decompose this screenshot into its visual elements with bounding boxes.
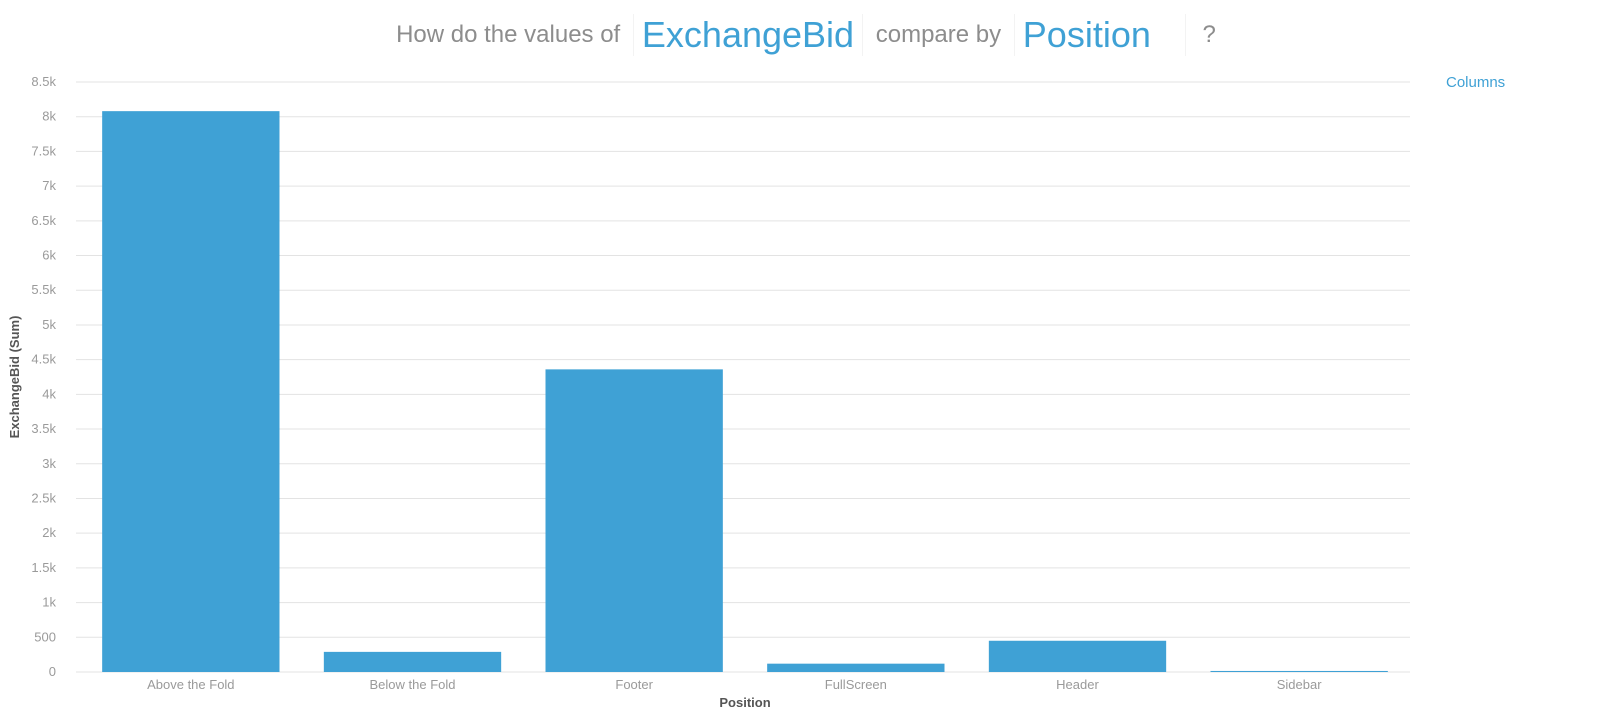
y-tick-label: 8.5k bbox=[31, 74, 56, 89]
x-tick-label: Below the Fold bbox=[370, 677, 456, 692]
y-tick-label: 7.5k bbox=[31, 143, 56, 158]
chart-question: How do the values of ExchangeBid compare… bbox=[0, 14, 1612, 56]
y-tick-label: 4k bbox=[42, 386, 56, 401]
bar[interactable] bbox=[1210, 670, 1388, 672]
bar[interactable] bbox=[988, 640, 1167, 672]
y-tick-label: 7k bbox=[42, 178, 56, 193]
dimension-selector[interactable]: Position bbox=[1013, 14, 1186, 56]
y-tick-label: 5.5k bbox=[31, 282, 56, 297]
x-tick-label: Header bbox=[1056, 677, 1099, 692]
y-tick-label: 6.5k bbox=[31, 213, 56, 228]
x-axis-ticks: Above the Fold Below the Fold Footer FullSc… bbox=[147, 677, 1322, 692]
x-tick-label: FullScreen bbox=[825, 677, 887, 692]
gridlines bbox=[76, 81, 1410, 673]
y-tick-label: 8k bbox=[42, 109, 56, 124]
y-tick-label: 3k bbox=[42, 456, 56, 471]
y-tick-label: 6k bbox=[42, 248, 56, 263]
y-tick-label: 5k bbox=[42, 317, 56, 332]
y-axis-ticks: 0 500 1k 1.5k 2k 2.5k 3k 3.5k 4k 4.5k 5k 5.5k 6k 6.5k… bbox=[31, 74, 56, 679]
x-tick-label: Above the Fold bbox=[147, 677, 234, 692]
y-tick-label: 1k bbox=[42, 595, 56, 610]
bar[interactable] bbox=[767, 663, 945, 672]
y-tick-label: 3.5k bbox=[31, 421, 56, 436]
question-suffix: ? bbox=[1202, 21, 1216, 48]
measure-selector[interactable]: ExchangeBid bbox=[632, 14, 864, 56]
x-tick-label: Footer bbox=[615, 677, 653, 692]
y-tick-label: 500 bbox=[34, 629, 56, 644]
y-tick-label: 0 bbox=[49, 664, 56, 679]
y-tick-label: 4.5k bbox=[31, 352, 56, 367]
y-axis-title: ExchangeBid (Sum) bbox=[7, 316, 22, 439]
bar[interactable] bbox=[545, 369, 723, 672]
chart-type-selector[interactable]: Columns bbox=[1446, 74, 1506, 91]
bars bbox=[102, 111, 1388, 672]
x-tick-label: Sidebar bbox=[1277, 677, 1322, 692]
y-tick-label: 2.5k bbox=[31, 490, 56, 505]
bar[interactable] bbox=[102, 111, 280, 672]
question-prefix: How do the values of bbox=[396, 21, 621, 48]
question-middle: compare by bbox=[875, 21, 1002, 48]
bar[interactable] bbox=[323, 651, 502, 672]
y-tick-label: 2k bbox=[42, 525, 56, 540]
x-axis-title: Position bbox=[719, 695, 770, 710]
y-tick-label: 1.5k bbox=[31, 560, 56, 575]
